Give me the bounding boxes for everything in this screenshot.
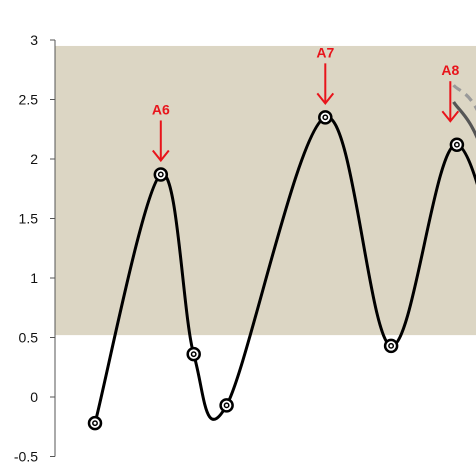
annotation-label: A8 — [441, 62, 459, 78]
y-tick-label: 1.5 — [19, 211, 39, 227]
data-point-marker-inner — [322, 114, 329, 121]
data-point-marker — [153, 167, 169, 182]
data-point-marker — [186, 346, 201, 362]
annotation-arrow-head — [152, 149, 170, 163]
annotation-arrow-head — [441, 110, 460, 123]
y-tick-label: 2 — [30, 151, 38, 167]
y-tick-label: 3 — [30, 32, 38, 48]
data-point-marker — [318, 110, 333, 125]
y-tick-label: 0.5 — [19, 330, 39, 346]
data-point-marker-inner — [190, 351, 197, 358]
annotation-label: A6 — [152, 101, 170, 117]
y-tick-label: 1 — [30, 270, 38, 286]
series-markers — [87, 110, 465, 431]
data-point-marker-inner — [92, 420, 98, 427]
data-point-marker — [449, 137, 465, 152]
data-point-marker-inner — [453, 141, 460, 148]
data-point-marker — [87, 415, 103, 431]
y-ticks: 3 2.5 2 1.5 1 0.5 0 -0.5 — [14, 32, 55, 462]
y-tick-label: 0 — [30, 389, 38, 405]
data-point-marker-inner — [388, 342, 395, 349]
y-tick-label: 2.5 — [19, 92, 39, 108]
annotation-arrow-head — [316, 92, 335, 105]
y-tick-label: -0.5 — [14, 449, 38, 462]
data-point-marker — [383, 338, 399, 354]
data-point-marker-inner — [157, 171, 164, 178]
annotations: A6A7A8A9 — [152, 44, 460, 163]
data-point-marker-inner — [223, 402, 230, 409]
data-point-marker — [219, 398, 234, 413]
annotation-label: A7 — [316, 44, 334, 60]
